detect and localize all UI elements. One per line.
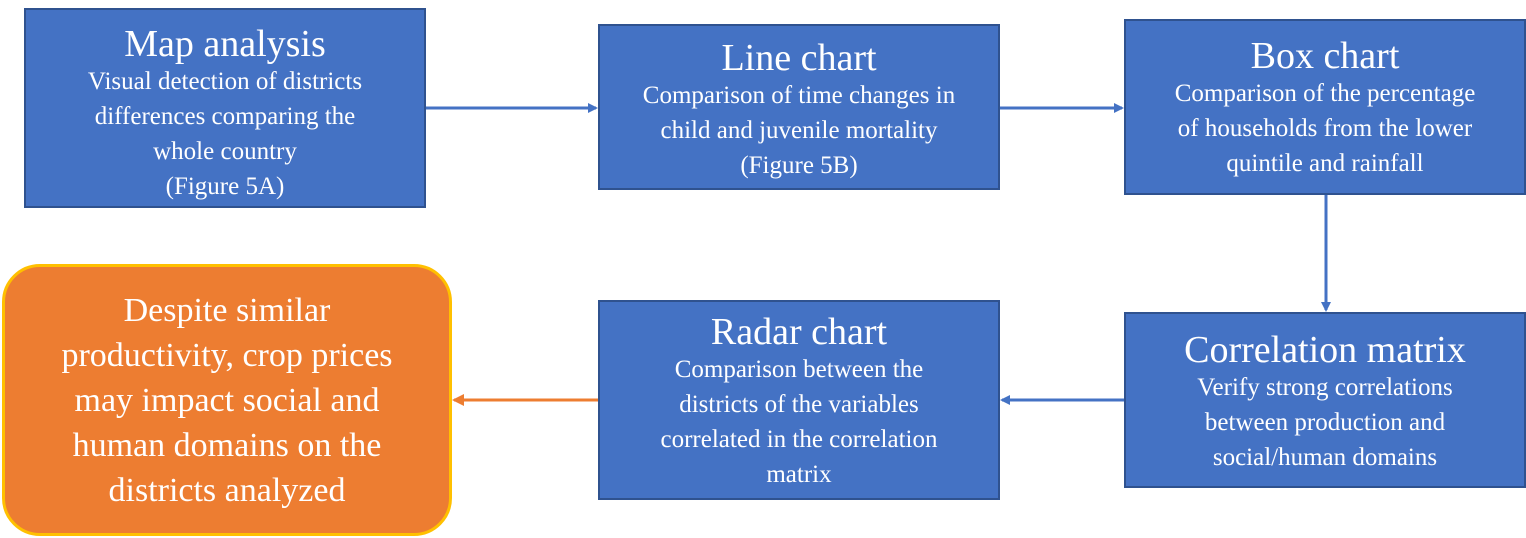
box-chart-description: Comparison of the percentage of househol… (1174, 80, 1476, 177)
line-chart-title: Line chart (721, 37, 877, 79)
conclusion-line: productivity, crop prices (61, 336, 393, 374)
conclusion-line: may impact social and (74, 381, 380, 419)
correlation-matrix-description: Verify strong correlations between produ… (1197, 374, 1453, 471)
correlation-matrix-box: Correlation matrix Verify strong correla… (1124, 312, 1526, 488)
conclusion-box: Despite similar productivity, crop price… (2, 264, 452, 536)
line-chart-box: Line chart Comparison of time changes in… (598, 24, 1000, 190)
conclusion-line: Despite similar (123, 291, 331, 329)
conclusion-line: human domains on the (72, 426, 382, 464)
box-chart-box: Box chart Comparison of the percentage o… (1124, 19, 1526, 195)
radar-chart-box: Radar chart Comparison between the distr… (598, 300, 1000, 500)
map-analysis-box: Map analysis Visual detection of distric… (24, 8, 426, 208)
radar-chart-title: Radar chart (710, 311, 888, 353)
map-analysis-title: Map analysis (124, 23, 326, 65)
radar-chart-description: Comparison between the districts of the … (660, 356, 938, 488)
correlation-matrix-title: Correlation matrix (1184, 329, 1466, 371)
box-chart-title: Box chart (1250, 35, 1400, 77)
line-chart-description: Comparison of time changes in child and … (642, 82, 956, 179)
conclusion-line: districts analyzed (108, 471, 346, 509)
map-analysis-description: Visual detection of districts difference… (87, 68, 363, 200)
